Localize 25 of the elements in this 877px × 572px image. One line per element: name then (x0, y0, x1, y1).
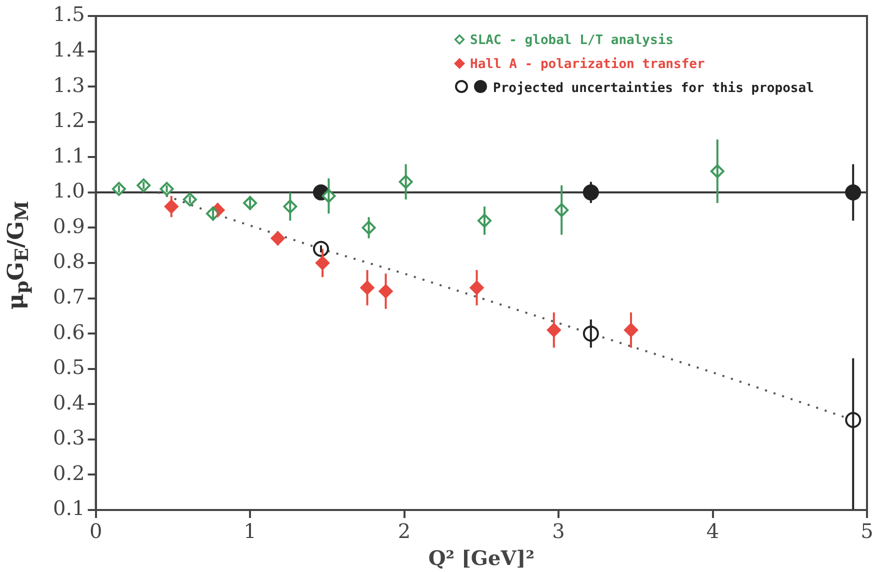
y-tick-label: 0.8 (52, 249, 85, 274)
y-tick-label: 1.3 (52, 72, 85, 97)
legend-label: Hall A - polarization transfer (470, 56, 705, 72)
y-tick-label: 1.0 (52, 178, 85, 203)
y-tick-label: 0.4 (52, 390, 85, 414)
legend-label: Projected uncertainties for this proposal (493, 80, 814, 96)
legend-label: SLAC - global L/T analysis (470, 32, 674, 48)
y-tick-label: 0.3 (52, 426, 85, 450)
x-tick-label: 3 (552, 519, 565, 544)
y-tick-label: 0.6 (52, 320, 85, 344)
y-tick-label: 0.1 (52, 496, 85, 520)
y-tick-label: 1.4 (52, 37, 85, 62)
x-tick-label: 5 (860, 519, 874, 544)
x-tick-label: 1 (244, 519, 256, 544)
y-tick-label: 1.5 (52, 2, 85, 26)
x-axis-title: Q² [GeV]² (428, 546, 534, 570)
y-tick-label: 0.7 (52, 284, 85, 308)
x-tick-label: 2 (398, 519, 411, 544)
y-tick-label: 0.5 (52, 355, 85, 380)
y-tick-label: 1.1 (52, 143, 85, 168)
x-tick-label: 4 (706, 519, 720, 544)
y-tick-label: 1.2 (52, 108, 85, 132)
y-tick-label: 0.2 (52, 460, 85, 485)
y-tick-label: 0.9 (52, 214, 85, 238)
x-tick-label: 0 (89, 519, 102, 544)
